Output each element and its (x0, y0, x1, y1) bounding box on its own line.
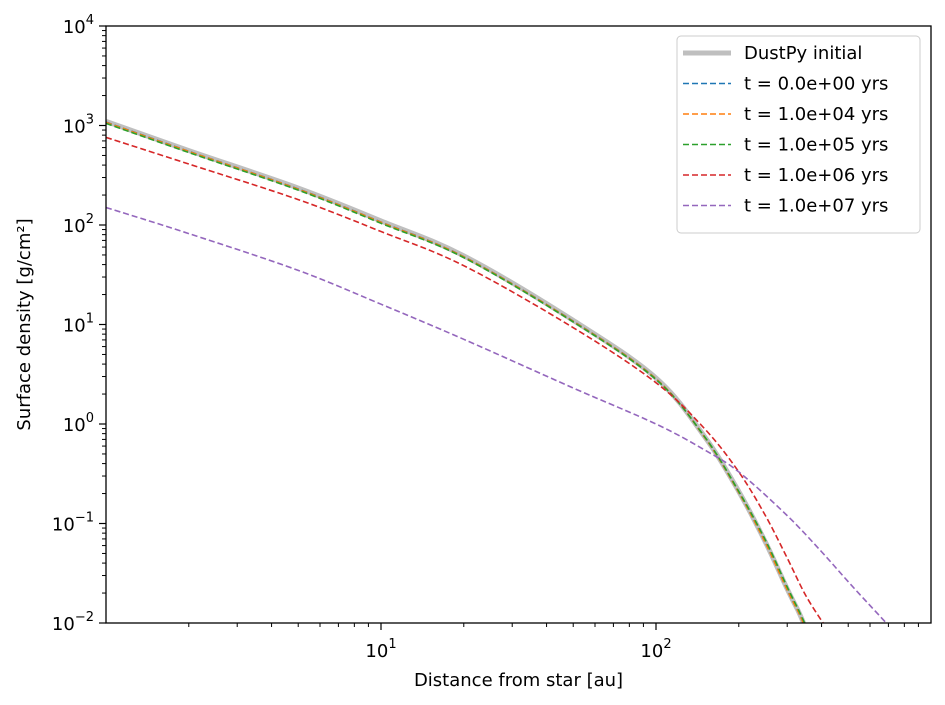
legend-label-3: t = 1.0e+05 yrs (744, 135, 888, 156)
x-tick-label: 102 (640, 637, 671, 662)
legend-label-0: DustPy initial (744, 43, 862, 64)
legend-label-5: t = 1.0e+07 yrs (744, 196, 888, 217)
x-axis-label: Distance from star [au] (414, 670, 623, 691)
x-tick-label: 101 (365, 637, 396, 662)
y-axis-label: Surface density [g/cm²] (14, 218, 35, 430)
y-tick-label: 10−2 (52, 610, 94, 635)
y-tick-label: 103 (63, 113, 94, 138)
y-tick-label: 100 (63, 411, 94, 436)
legend-label-2: t = 1.0e+04 yrs (744, 104, 888, 125)
series-layer (106, 119, 888, 623)
y-tick-label: 101 (63, 312, 94, 337)
legend-label-1: t = 0.0e+00 yrs (744, 74, 888, 95)
ticks-layer: 101 102 10−2 10−1 100 101 102 103 104 (52, 13, 919, 662)
series-line-4 (106, 136, 825, 623)
y-tick-label: 104 (63, 13, 94, 38)
y-tick-label: 10−1 (52, 511, 94, 536)
series-line-5 (106, 206, 888, 623)
series-line-3 (106, 122, 806, 623)
legend: DustPy initial t = 0.0e+00 yrs t = 1.0e+04… (676, 35, 921, 234)
legend-box (676, 35, 921, 234)
legend-label-4: t = 1.0e+06 yrs (744, 165, 888, 186)
y-tick-label: 102 (63, 212, 94, 237)
